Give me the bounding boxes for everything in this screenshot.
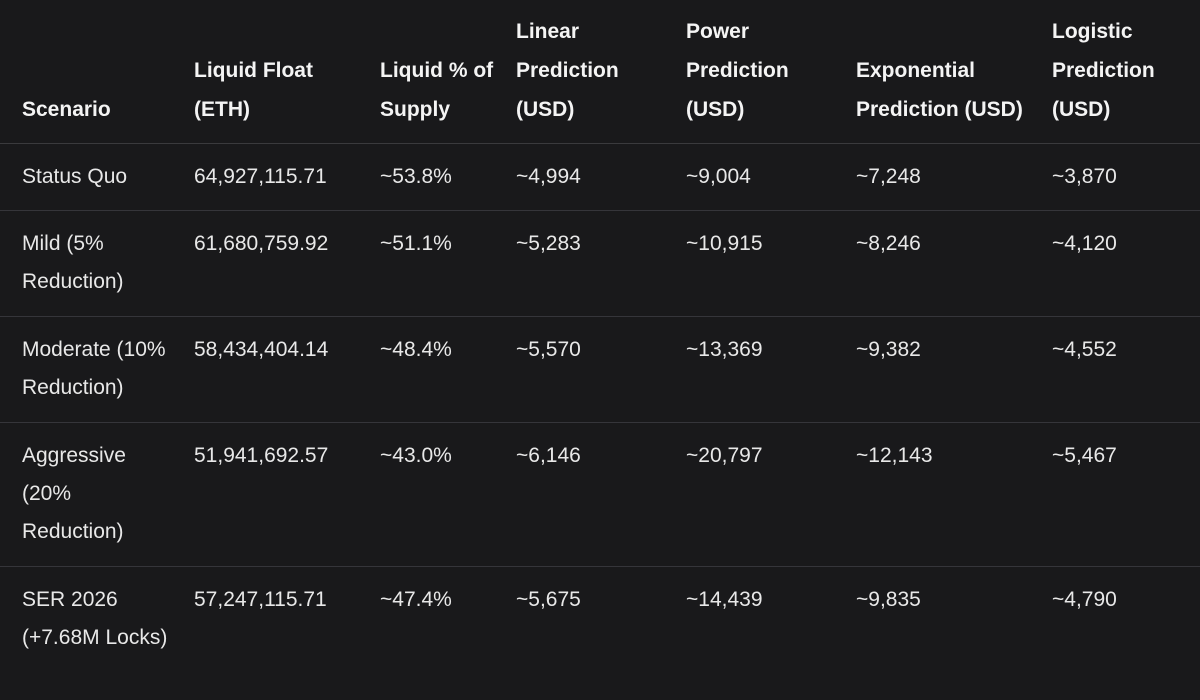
- cell-liquid-pct: ~43.0%: [380, 444, 452, 467]
- cell-linear: ~4,994: [516, 165, 581, 188]
- header-liquid-pct: Liquid % of Supply: [380, 59, 494, 121]
- cell-power: ~20,797: [686, 444, 763, 467]
- header-logistic: Logistic Prediction (USD): [1052, 20, 1155, 121]
- table-header: Scenario Liquid Float (ETH) Liquid % of …: [0, 0, 1200, 144]
- cell-liquid-pct: ~51.1%: [380, 232, 452, 255]
- cell-linear: ~5,570: [516, 338, 581, 361]
- cell-scenario: Moderate (10% Reduction): [22, 338, 166, 399]
- cell-power: ~13,369: [686, 338, 763, 361]
- cell-liquid-pct: ~48.4%: [380, 338, 452, 361]
- cell-scenario: Status Quo: [22, 165, 128, 188]
- table-body: Status Quo 64,927,115.71 ~53.8% ~4,994 ~…: [0, 144, 1200, 700]
- cell-linear: ~5,675: [516, 588, 581, 611]
- table-row: Status Quo 64,927,115.71 ~53.8% ~4,994 ~…: [0, 144, 1200, 211]
- table-row: Moderate (10% Reduction) 58,434,404.14 ~…: [0, 317, 1200, 423]
- header-row: Scenario Liquid Float (ETH) Liquid % of …: [0, 0, 1200, 144]
- cell-power: ~14,439: [686, 588, 763, 611]
- cell-liquid-float: 64,927,115.71: [194, 165, 327, 188]
- header-liquid-float: Liquid Float (ETH): [194, 59, 313, 121]
- cell-liquid-float: 58,434,404.14: [194, 338, 329, 361]
- header-linear: Linear Prediction (USD): [516, 20, 619, 121]
- cell-exponential: ~9,835: [856, 588, 921, 611]
- cell-exponential: ~7,248: [856, 165, 921, 188]
- table-row: Mild (5% Reduction) 61,680,759.92 ~51.1%…: [0, 211, 1200, 317]
- cell-scenario: Aggressive (20% Reduction): [22, 444, 126, 543]
- header-scenario: Scenario: [22, 98, 111, 121]
- cell-power: ~10,915: [686, 232, 763, 255]
- cell-linear: ~5,283: [516, 232, 581, 255]
- cell-linear: ~6,146: [516, 444, 581, 467]
- cell-logistic: ~4,120: [1052, 232, 1117, 255]
- cell-exponential: ~8,246: [856, 232, 921, 255]
- cell-scenario: Mild (5% Reduction): [22, 232, 124, 293]
- table-row: SER 2026 (+7.68M Locks) 57,247,115.71 ~4…: [0, 567, 1200, 700]
- cell-logistic: ~5,467: [1052, 444, 1117, 467]
- cell-exponential: ~9,382: [856, 338, 921, 361]
- cell-logistic: ~3,870: [1052, 165, 1117, 188]
- cell-scenario: SER 2026 (+7.68M Locks): [22, 588, 168, 649]
- cell-liquid-float: 57,247,115.71: [194, 588, 327, 611]
- cell-liquid-pct: ~53.8%: [380, 165, 452, 188]
- cell-power: ~9,004: [686, 165, 751, 188]
- cell-liquid-float: 51,941,692.57: [194, 444, 329, 467]
- cell-liquid-pct: ~47.4%: [380, 588, 452, 611]
- table-row: Aggressive (20% Reduction) 51,941,692.57…: [0, 423, 1200, 567]
- cell-exponential: ~12,143: [856, 444, 933, 467]
- cell-liquid-float: 61,680,759.92: [194, 232, 329, 255]
- cell-logistic: ~4,552: [1052, 338, 1117, 361]
- cell-logistic: ~4,790: [1052, 588, 1117, 611]
- header-power: Power Prediction (USD): [686, 20, 789, 121]
- header-exponential: Exponential Prediction (USD): [856, 59, 1023, 121]
